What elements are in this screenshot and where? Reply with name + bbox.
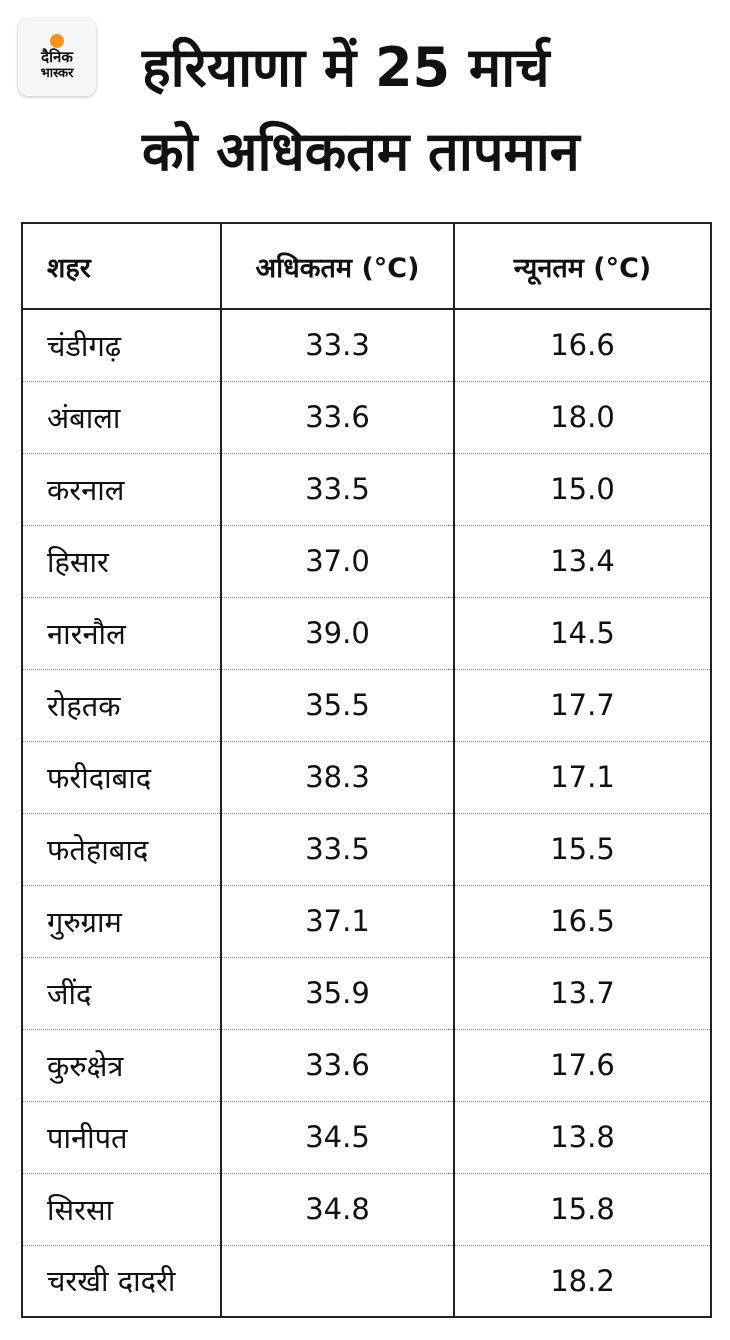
table-row: कुरुक्षेत्र 33.6 17.6 <box>21 1028 712 1101</box>
min-temp-cell: 18.0 <box>453 380 712 453</box>
min-temp-cell: 13.8 <box>453 1100 712 1173</box>
logo-text-line2: भास्कर <box>40 65 74 81</box>
max-temp-cell: 33.5 <box>220 452 455 525</box>
max-temp-cell: 35.5 <box>220 668 455 741</box>
max-temp-cell: 35.9 <box>220 956 455 1029</box>
city-cell: चरखी दादरी <box>21 1244 222 1318</box>
table-row: फरीदाबाद 38.3 17.1 <box>21 740 712 813</box>
city-cell: जींद <box>21 956 222 1029</box>
table-row: पानीपत 34.5 13.8 <box>21 1100 712 1173</box>
max-temp-cell: 37.1 <box>220 884 455 957</box>
min-temp-cell: 17.7 <box>453 668 712 741</box>
city-cell: पानीपत <box>21 1100 222 1173</box>
min-temp-cell: 14.5 <box>453 596 712 669</box>
min-temp-cell: 15.5 <box>453 812 712 885</box>
max-temp-cell: 34.8 <box>220 1172 455 1245</box>
max-temp-cell: 38.3 <box>220 740 455 813</box>
max-temp-cell: 33.3 <box>220 309 455 381</box>
table-row: जींद 35.9 13.7 <box>21 956 712 1029</box>
table-row: फतेहाबाद 33.5 15.5 <box>21 812 712 885</box>
table-row: सिरसा 34.8 15.8 <box>21 1172 712 1245</box>
header-city: शहर <box>21 222 222 310</box>
min-temp-cell: 13.7 <box>453 956 712 1029</box>
title-line-1: हरियाणा में 25 मार्च <box>142 36 550 99</box>
city-cell: फरीदाबाद <box>21 740 222 813</box>
city-cell: सिरसा <box>21 1172 222 1245</box>
table-row: रोहतक 35.5 17.7 <box>21 668 712 741</box>
min-temp-cell: 15.0 <box>453 452 712 525</box>
page-title: हरियाणा में 25 मार्च को अधिकतम तापमान <box>142 26 712 194</box>
min-temp-cell: 16.5 <box>453 884 712 957</box>
min-temp-cell: 13.4 <box>453 524 712 597</box>
table-row: अंबाला 33.6 18.0 <box>21 380 712 453</box>
min-temp-cell: 17.6 <box>453 1028 712 1101</box>
table-header-row: शहर अधिकतम (°C) न्यूनतम (°C) <box>21 222 712 310</box>
city-cell: अंबाला <box>21 380 222 453</box>
sun-dot-icon <box>50 33 64 48</box>
min-temp-cell: 17.1 <box>453 740 712 813</box>
city-cell: नारनौल <box>21 596 222 669</box>
city-cell: गुरुग्राम <box>21 884 222 957</box>
max-temp-cell: 37.0 <box>220 524 455 597</box>
max-temp-cell: 34.5 <box>220 1100 455 1173</box>
city-cell: रोहतक <box>21 668 222 741</box>
max-temp-cell: 33.5 <box>220 812 455 885</box>
header-max: अधिकतम (°C) <box>220 222 455 310</box>
dainik-bhaskar-logo: दैनिक भास्कर <box>18 18 96 96</box>
table-row: चरखी दादरी 18.2 <box>21 1244 712 1318</box>
table-row: करनाल 33.5 15.0 <box>21 452 712 525</box>
city-cell: कुरुक्षेत्र <box>21 1028 222 1101</box>
min-temp-cell: 15.8 <box>453 1172 712 1245</box>
table-row: चंडीगढ़ 33.3 16.6 <box>21 309 712 381</box>
max-temp-cell: 33.6 <box>220 1028 455 1101</box>
city-cell: फतेहाबाद <box>21 812 222 885</box>
max-temp-cell: 39.0 <box>220 596 455 669</box>
logo-text-line1: दैनिक <box>41 47 73 66</box>
city-cell: करनाल <box>21 452 222 525</box>
max-temp-cell <box>220 1244 455 1318</box>
min-temp-cell: 16.6 <box>453 309 712 381</box>
table-row: गुरुग्राम 37.1 16.5 <box>21 884 712 957</box>
table-row: नारनौल 39.0 14.5 <box>21 596 712 669</box>
min-temp-cell: 18.2 <box>453 1244 712 1318</box>
city-cell: हिसार <box>21 524 222 597</box>
header-min: न्यूनतम (°C) <box>453 222 712 310</box>
city-cell: चंडीगढ़ <box>21 309 222 381</box>
max-temp-cell: 33.6 <box>220 380 455 453</box>
table-row: हिसार 37.0 13.4 <box>21 524 712 597</box>
title-line-2: को अधिकतम तापमान <box>142 120 580 183</box>
temperature-table: शहर अधिकतम (°C) न्यूनतम (°C) चंडीगढ़ 33.3… <box>21 222 712 1318</box>
